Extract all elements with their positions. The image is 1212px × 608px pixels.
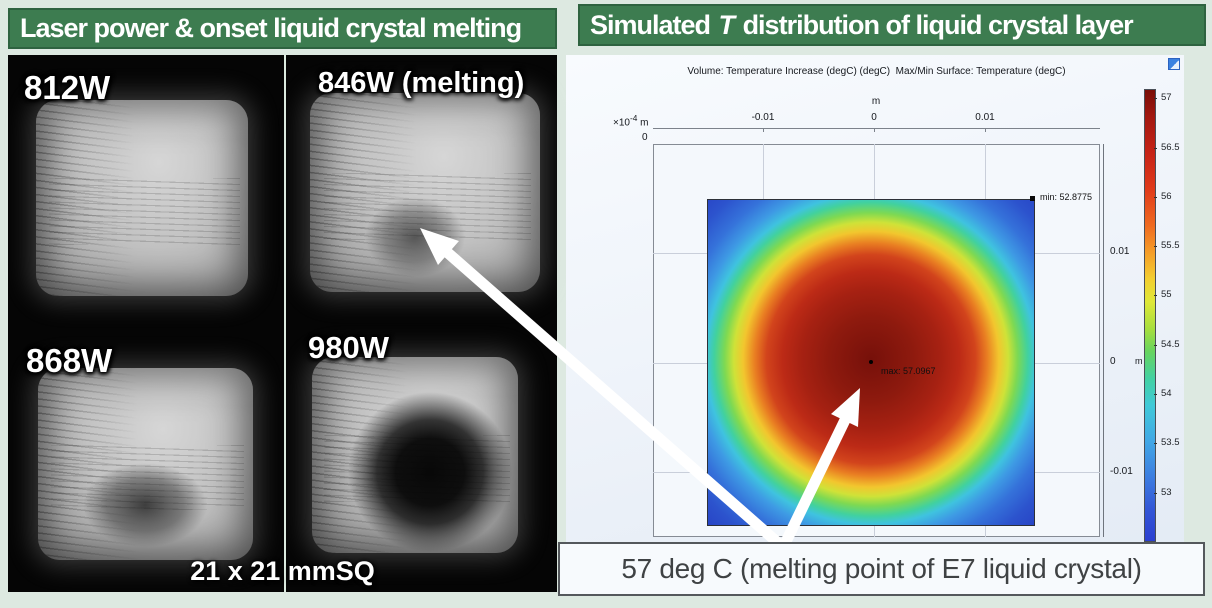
x-tick-mark	[763, 128, 764, 132]
x-tick-mark	[985, 128, 986, 132]
x-axis-scale-factor: ×10-4 m	[613, 113, 649, 129]
x-axis-line	[653, 128, 1100, 129]
temperature-heatmap: max: 57.0967	[707, 199, 1035, 526]
colorbar-tick-mark	[1154, 148, 1157, 149]
melting-point-callout: 57 deg C (melting point of E7 liquid cry…	[558, 542, 1205, 596]
left-panel-title-text: Laser power & onset liquid crystal melti…	[20, 13, 522, 43]
colorbar-tick-mark	[1154, 197, 1157, 198]
colorbar-tick-mark	[1154, 246, 1157, 247]
laser-image-grid: 812W 846W (melting) 868W 980W 21 x 21 mm…	[8, 55, 557, 592]
x-axis-unit: m	[871, 96, 881, 107]
x-tick-label: -0.01	[751, 112, 775, 123]
crystal-image-868w	[38, 368, 253, 560]
max-annotation: max: 57.0967	[881, 366, 936, 376]
y-axis-unit: m	[1135, 356, 1143, 366]
min-point-marker	[1030, 196, 1035, 201]
max-point-marker	[869, 360, 873, 364]
right-panel-title-suffix: distribution of liquid crystal layer	[742, 9, 1134, 40]
colorbar-tick-label: 57	[1161, 92, 1172, 103]
colorbar-tick-mark	[1154, 345, 1157, 346]
power-label-846w-melting: 846W (melting)	[318, 67, 525, 99]
colorbar-tick-label: 56.5	[1161, 142, 1180, 153]
melt-spot	[365, 197, 465, 277]
colorbar-tick-mark	[1154, 295, 1157, 296]
y-axis-line	[1103, 144, 1104, 537]
colorbar-tick-label: 55	[1161, 289, 1172, 300]
power-label-980w: 980W	[308, 330, 389, 365]
melt-spot	[83, 463, 207, 547]
x-tick-mark	[874, 128, 875, 132]
column-divider	[284, 55, 286, 592]
x-tick-label: 0	[871, 112, 877, 123]
crystal-texture	[48, 178, 240, 246]
colorbar-tick-mark	[1154, 394, 1157, 395]
plot-window-icon[interactable]	[1168, 58, 1180, 70]
melt-spot	[348, 392, 512, 552]
colorbar-tick-mark	[1154, 98, 1157, 99]
min-annotation: min: 52.8775	[1040, 192, 1093, 202]
right-panel-title-prefix: Simulated	[590, 9, 711, 40]
x-axis-origin-label: 0	[642, 132, 648, 143]
left-panel-title: Laser power & onset liquid crystal melti…	[8, 8, 557, 49]
colorbar-tick-label: 54	[1161, 388, 1172, 399]
colorbar-tick-mark	[1154, 493, 1157, 494]
x-tick-label: 0.01	[975, 112, 995, 123]
comsol-simulation-panel: Volume: Temperature Increase (degC) (deg…	[566, 55, 1184, 596]
sample-size-caption: 21 x 21 mmSQ	[190, 556, 375, 586]
colorbar-tick-label: 56	[1161, 191, 1172, 202]
crystal-texture	[36, 100, 134, 296]
right-panel-title-symbol: T	[718, 9, 735, 40]
crystal-image-980w	[312, 357, 518, 553]
power-label-812w: 812W	[24, 69, 111, 106]
colorbar-tick-label: 53	[1161, 487, 1172, 498]
crystal-image-812w	[36, 100, 248, 296]
right-panel-title: Simulated T distribution of liquid cryst…	[578, 4, 1206, 46]
colorbar-tick-label: 55.5	[1161, 240, 1180, 251]
y-tick-label: 0.01	[1110, 246, 1130, 257]
plot-header: Volume: Temperature Increase (degC) (deg…	[687, 66, 1066, 77]
y-tick-label: -0.01	[1110, 466, 1133, 477]
colorbar-tick-label: 54.5	[1161, 339, 1180, 350]
colorbar-tick-mark	[1154, 443, 1157, 444]
temperature-colorbar	[1144, 89, 1156, 542]
colorbar-tick-label: 53.5	[1161, 437, 1180, 448]
crystal-image-846w	[310, 93, 540, 292]
power-label-868w: 868W	[26, 342, 113, 379]
y-tick-label: 0	[1110, 356, 1116, 367]
